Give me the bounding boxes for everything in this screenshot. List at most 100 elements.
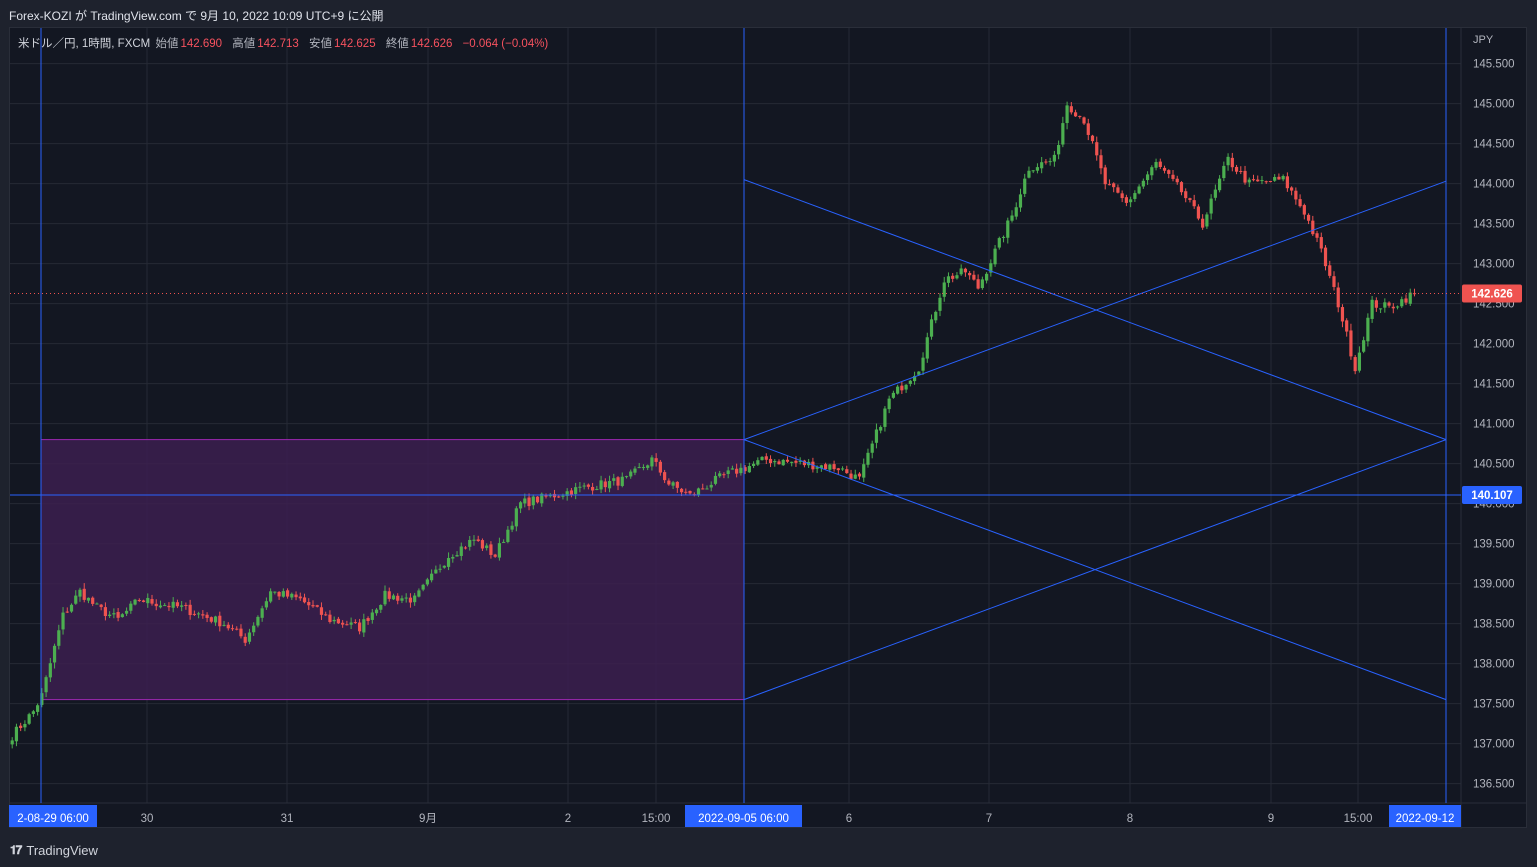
candle-body <box>218 615 222 627</box>
candle-body <box>421 584 425 590</box>
candle-body <box>743 467 747 472</box>
candle-body <box>1395 306 1400 308</box>
candle-body <box>1281 176 1285 180</box>
price-tick-label: 137.000 <box>1473 739 1515 751</box>
candle-body <box>773 461 777 463</box>
legend-high-label: 高値 <box>232 38 256 50</box>
candle-body <box>1031 170 1035 172</box>
candle-body <box>531 496 535 506</box>
candle-body <box>379 604 383 610</box>
candle-body <box>794 460 798 463</box>
candle-body <box>27 714 31 724</box>
ohlc-legend: 米ドル／円, 1時間, FXCM 始値 142.690 高値 142.713 安値 1… <box>18 35 555 51</box>
candle-body <box>69 604 74 612</box>
tradingview-logo[interactable]: 𝟏𝟕 TradingView <box>10 843 98 858</box>
candle-body <box>815 467 819 469</box>
candle-body <box>756 460 760 465</box>
candle-body <box>984 273 989 281</box>
candle-body <box>951 275 955 279</box>
candle-body <box>413 595 417 603</box>
legend-low-value: 142.625 <box>334 38 376 50</box>
candle-body <box>938 297 942 311</box>
price-tick-label: 138.500 <box>1473 619 1515 631</box>
candle-body <box>10 740 14 745</box>
candle-body <box>1302 205 1306 215</box>
candle-body <box>798 460 802 462</box>
candle-body <box>866 452 870 465</box>
candle-body <box>285 590 290 597</box>
candle-body <box>188 604 192 616</box>
candle-body <box>730 468 735 470</box>
candle-body <box>925 337 929 359</box>
time-marker-mid-bg <box>685 805 802 827</box>
candle-body <box>980 279 984 289</box>
price-tick-label: 136.500 <box>1473 779 1515 791</box>
candle-body <box>870 443 874 453</box>
hline-price-label-bg <box>1462 486 1522 505</box>
candle-body <box>510 525 514 530</box>
candle-body <box>557 496 561 498</box>
candle-body <box>209 617 213 622</box>
candle-body <box>150 599 154 604</box>
candle-body <box>790 461 794 463</box>
candle-body <box>1264 181 1268 183</box>
candle-body <box>1298 199 1302 207</box>
candle-body <box>328 614 332 622</box>
candle-body <box>137 600 141 602</box>
candle-body <box>213 616 218 623</box>
candle-body <box>184 604 188 606</box>
candle-body <box>1150 167 1154 176</box>
candle-body <box>446 558 451 567</box>
candle-body <box>1340 307 1345 322</box>
price-tick-label: 137.500 <box>1473 699 1515 711</box>
candle-body <box>1268 181 1273 183</box>
candle-body <box>824 464 828 470</box>
time-tick-label: 31 <box>281 813 294 825</box>
candle-body <box>887 398 891 410</box>
candle-body <box>1226 156 1230 166</box>
price-tick-label: 143.000 <box>1473 259 1515 271</box>
candle-body <box>256 616 260 626</box>
candle-body <box>44 677 48 693</box>
candle-body <box>578 486 582 488</box>
candle-body <box>1065 105 1069 124</box>
candle-body <box>1120 193 1124 199</box>
candle-body <box>768 458 773 464</box>
candle-body <box>383 590 387 605</box>
candle-body <box>239 628 243 637</box>
candle-body <box>158 605 163 608</box>
candle-body <box>243 636 247 643</box>
candle-body <box>1213 189 1217 198</box>
candle-body <box>934 311 938 321</box>
candle-body <box>523 498 527 504</box>
time-marker-start-bg <box>9 805 97 827</box>
candle-body <box>663 472 667 481</box>
price-tick-label: 145.500 <box>1473 59 1515 71</box>
candle-body <box>506 529 510 542</box>
candle-body <box>277 591 281 597</box>
candle-body <box>565 491 569 496</box>
candle-body <box>430 573 434 581</box>
candle-body <box>294 594 298 598</box>
candle-body <box>633 468 637 473</box>
time-tick-label: 7 <box>986 813 992 825</box>
candle-body <box>747 466 751 473</box>
candle-body <box>1057 145 1061 155</box>
candle-body <box>197 613 201 615</box>
candle-body <box>1124 197 1128 203</box>
candle-body <box>1175 178 1179 183</box>
candle-body <box>366 618 370 621</box>
legend-close-value: 142.626 <box>410 38 453 50</box>
candle-body <box>319 607 324 615</box>
candle-body <box>582 485 586 487</box>
time-marker-end: 2022-09-12 <box>1396 813 1455 825</box>
candle-body <box>739 467 743 474</box>
candle-body <box>667 480 671 485</box>
candle-body <box>205 614 209 618</box>
candle-body <box>684 491 688 493</box>
candle-body <box>1230 157 1234 168</box>
candle-body <box>900 385 904 391</box>
candle-body <box>417 590 421 597</box>
candle-body <box>1141 180 1145 187</box>
